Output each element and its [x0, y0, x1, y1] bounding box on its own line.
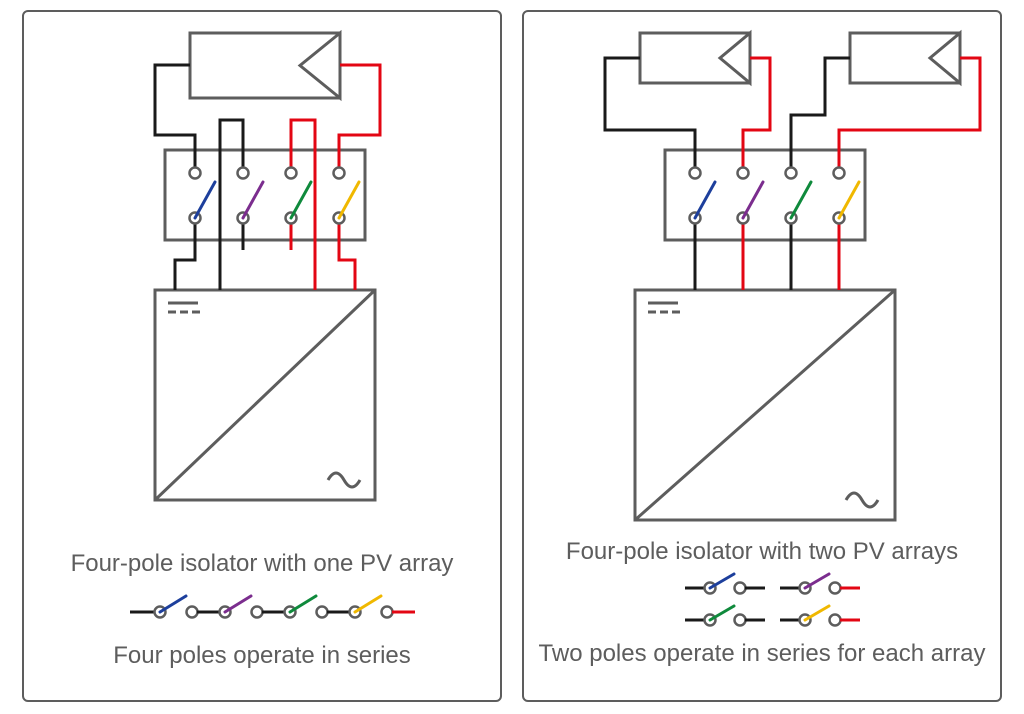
right-title: Four-pole isolator with two PV arrays: [522, 538, 1002, 566]
left-title: Four-pole isolator with one PV array: [22, 550, 502, 578]
left-panel-frame: [22, 10, 502, 702]
left-subtitle: Four poles operate in series: [22, 642, 502, 670]
right-panel-frame: [522, 10, 1002, 702]
right-subtitle: Two poles operate in series for each arr…: [522, 640, 1002, 668]
page: Four-pole isolator with one PV array Fou…: [0, 0, 1024, 714]
